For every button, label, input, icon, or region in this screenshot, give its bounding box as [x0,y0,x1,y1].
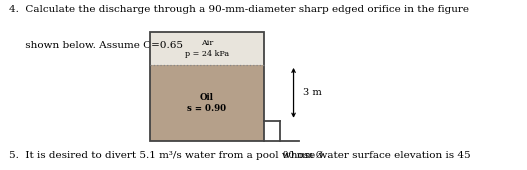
Text: 90 mm Ø: 90 mm Ø [283,151,323,160]
Text: Air
p = 24 kPa: Air p = 24 kPa [185,39,229,58]
Bar [150,32,264,65]
Bar [150,65,264,141]
Text: 3 m: 3 m [303,88,322,97]
Bar [150,32,264,141]
Text: shown below. Assume C=0.65: shown below. Assume C=0.65 [9,41,183,50]
Text: Oil
s = 0.90: Oil s = 0.90 [187,93,227,113]
Text: 4.  Calculate the discharge through a 90-mm-diameter sharp edged orifice in the : 4. Calculate the discharge through a 90-… [9,5,470,14]
Text: 5.  It is desired to divert 5.1 m³/s water from a pool whose water surface eleva: 5. It is desired to divert 5.1 m³/s wate… [9,151,471,160]
